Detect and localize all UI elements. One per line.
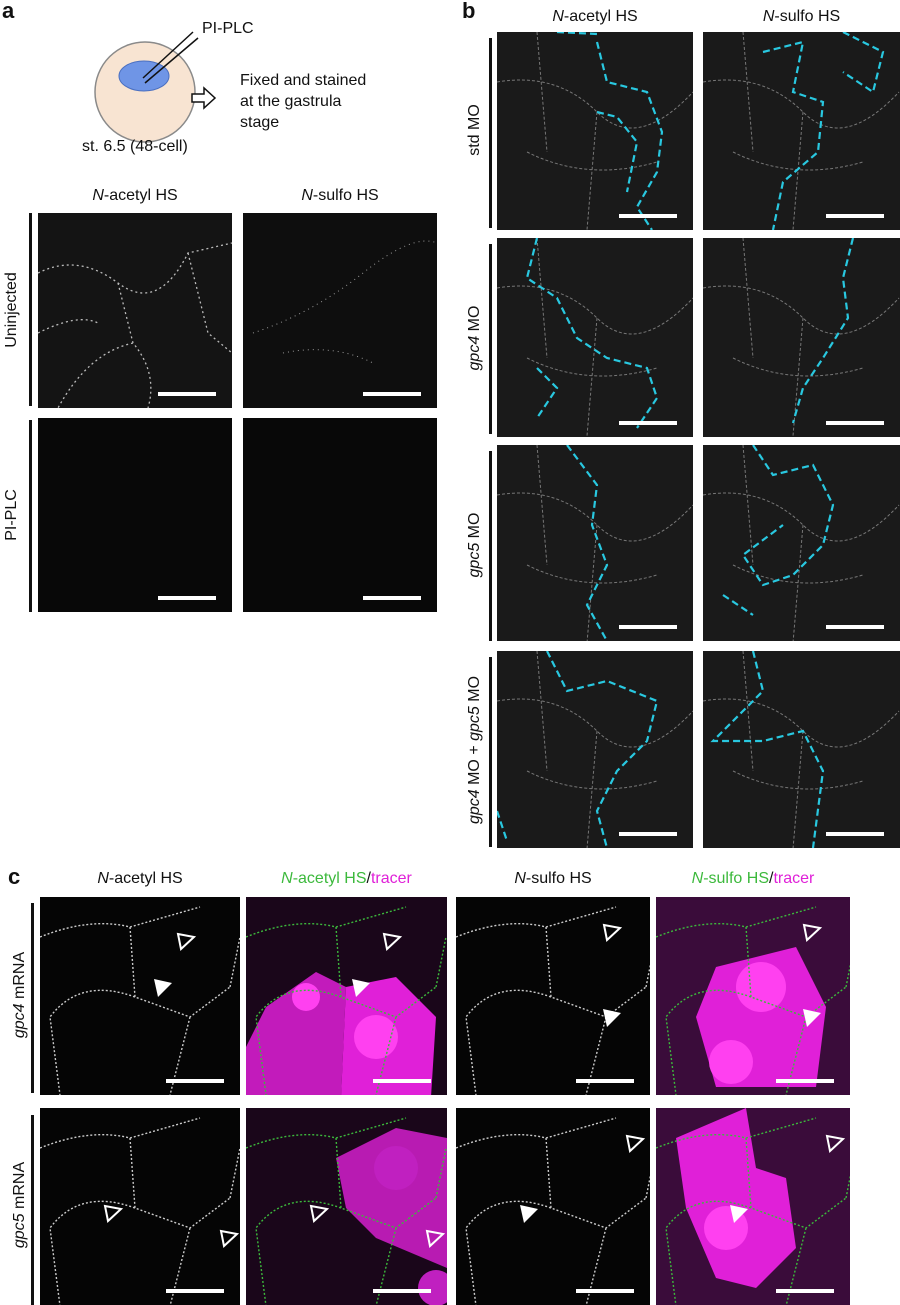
a-column-header-n-sulfo: N-sulfo HS — [301, 187, 379, 204]
clone-boundary — [556, 32, 664, 230]
scale-bar — [826, 832, 884, 836]
panel-c-label: c — [8, 864, 21, 889]
filled-arrowhead-icon — [603, 1009, 621, 1027]
micrograph-pi-plc-n-sulfo — [243, 418, 437, 612]
scale-bar — [373, 1079, 431, 1083]
b-row-label-gpc5-mo: gpc5 MO — [466, 512, 483, 578]
b-row-label-std-mo: std MO — [466, 104, 483, 156]
open-arrowhead-icon — [103, 1204, 124, 1223]
open-arrowhead-icon — [625, 1134, 646, 1153]
scale-bar — [619, 214, 677, 218]
open-arrowhead-icon — [219, 1229, 240, 1248]
filled-arrowhead-icon — [154, 979, 172, 997]
scale-bar — [826, 625, 884, 629]
embryo-icon — [94, 41, 196, 143]
a-row-label-pi-plc: PI-PLC — [3, 489, 20, 541]
micrograph-c-row1-col3 — [456, 897, 650, 1095]
panel-a-label: a — [2, 0, 15, 23]
micrograph-uninjected-n-acetyl — [38, 213, 232, 408]
micrograph-b-row3-col1 — [497, 445, 693, 641]
c-row-label-gpc4-mrna: gpc4 mRNA — [11, 951, 28, 1039]
micrograph-b-row1-col1 — [497, 32, 693, 230]
scale-bar — [776, 1079, 834, 1083]
filled-arrowhead-icon — [520, 1205, 538, 1223]
scale-bar — [619, 832, 677, 836]
a-column-header-n-acetyl: N-acetyl HS — [92, 187, 178, 204]
scale-bar — [158, 392, 216, 396]
micrograph-b-row4-col1 — [497, 651, 693, 848]
clone-boundary — [762, 32, 885, 230]
micrograph-b-row2-col2 — [703, 238, 900, 437]
b-row-label-gpc4-gpc5-mo: gpc4 MO + gpc5 MO — [466, 675, 483, 825]
micrograph-c-row2-col3 — [456, 1108, 650, 1305]
scale-bar — [166, 1289, 224, 1293]
micrograph-c-row1-col1 — [40, 897, 240, 1095]
open-arrowhead-icon — [309, 1204, 330, 1223]
scale-bar — [826, 421, 884, 425]
b-column-header-n-acetyl: N-acetyl HS — [552, 8, 638, 25]
micrograph-c-row1-col2 — [246, 897, 447, 1095]
micrograph-c-row2-col2 — [246, 1108, 447, 1305]
c-column-header-n-acetyl: N-acetyl HS — [97, 870, 183, 887]
scale-bar — [363, 596, 421, 600]
a-row-label-uninjected: Uninjected — [3, 272, 20, 348]
b-row-label-gpc4-mo: gpc4 MO — [466, 305, 483, 371]
c-column-header-n-acetyl-tracer: N-acetyl HS/tracer — [281, 870, 412, 887]
open-arrowhead-icon — [825, 1134, 846, 1153]
micrograph-pi-plc-n-acetyl — [38, 418, 232, 612]
scale-bar — [619, 625, 677, 629]
clone-boundary — [525, 238, 659, 429]
injection-site — [118, 60, 170, 92]
scale-bar — [776, 1289, 834, 1293]
clone-boundary — [497, 651, 659, 848]
scale-bar — [826, 214, 884, 218]
scale-bar — [576, 1079, 634, 1083]
c-row-label-gpc5-mrna: gpc5 mRNA — [11, 1161, 28, 1249]
clone-boundary — [722, 445, 835, 616]
row-bracket — [29, 213, 32, 406]
micrograph-uninjected-n-sulfo — [243, 213, 437, 408]
open-arrowhead-icon — [802, 923, 823, 942]
stage-label: st. 6.5 (48-cell) — [82, 138, 188, 155]
embryo-injection-diagram — [94, 31, 217, 143]
b-column-header-n-sulfo: N-sulfo HS — [762, 8, 841, 25]
clone-boundary — [710, 651, 825, 848]
clone-boundary — [566, 445, 609, 641]
scale-bar — [363, 392, 421, 396]
micrograph-c-row2-col1 — [40, 1108, 240, 1305]
micrograph-c-row2-col4 — [656, 1108, 850, 1305]
micrograph-b-row1-col2 — [703, 32, 900, 230]
open-arrowhead-icon — [176, 932, 197, 951]
micrograph-c-row1-col4 — [656, 897, 850, 1095]
filled-arrowhead-icon — [352, 979, 370, 997]
result-text: Fixed and stained at the gastrula stage — [240, 72, 367, 131]
c-column-header-n-sulfo-tracer: N-sulfo HS/tracer — [691, 870, 815, 887]
filled-arrowhead-icon — [730, 1205, 748, 1223]
scale-bar — [619, 421, 677, 425]
micrograph-b-row4-col2 — [703, 651, 900, 848]
open-arrowhead-icon — [602, 923, 623, 942]
injection-label: PI-PLC — [202, 20, 254, 37]
filled-arrowhead-icon — [803, 1009, 821, 1027]
micrograph-b-row2-col1 — [497, 238, 693, 437]
row-bracket — [29, 420, 32, 612]
scale-bar — [373, 1289, 431, 1293]
c-column-header-n-sulfo: N-sulfo HS — [514, 870, 592, 887]
scale-bar — [576, 1289, 634, 1293]
clone-boundary — [791, 238, 855, 424]
scale-bar — [166, 1079, 224, 1083]
open-arrowhead-icon — [425, 1229, 446, 1248]
needle-icon — [142, 31, 194, 79]
micrograph-b-row3-col2 — [703, 445, 900, 641]
open-arrowhead-icon — [382, 932, 403, 951]
panel-b-label: b — [462, 0, 476, 23]
arrow-right-icon — [191, 86, 217, 110]
scale-bar — [158, 596, 216, 600]
